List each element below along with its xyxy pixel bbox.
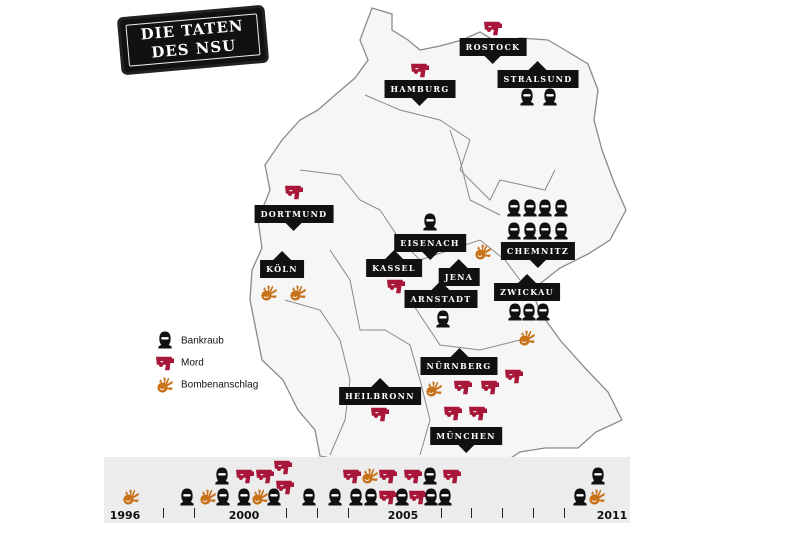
city-label-arnstadt: ARNSTADT	[404, 281, 478, 308]
city-label-chemnitz: CHEMNITZ	[500, 242, 576, 268]
city-label-eisenach: EISENACH	[394, 234, 466, 260]
gun-icon	[379, 468, 397, 485]
bomb-icon	[122, 489, 140, 506]
bomb-icon	[260, 285, 278, 302]
year-2005: 2005	[387, 509, 419, 522]
mask-icon	[552, 223, 570, 240]
city-label-zwickau: ZWICKAU	[494, 274, 560, 301]
gun-icon	[404, 468, 422, 485]
year-tick	[502, 508, 503, 518]
gun-icon	[276, 479, 294, 496]
bomb-icon	[156, 377, 174, 394]
timeline	[104, 457, 630, 523]
gun-icon	[444, 405, 462, 422]
mask-icon	[534, 304, 552, 321]
city-label-kassel: KASSEL	[366, 250, 422, 277]
gun-icon	[387, 278, 405, 295]
gun-icon	[256, 468, 274, 485]
mask-icon	[156, 332, 174, 349]
year-tick	[317, 508, 318, 518]
year-tick	[471, 508, 472, 518]
bomb-icon	[588, 489, 606, 506]
year-2000: 2000	[228, 509, 260, 522]
city-label-heilbronn: HEILBRONN	[339, 378, 421, 405]
bomb-icon	[361, 468, 379, 485]
gun-icon	[236, 468, 254, 485]
gun-icon	[411, 62, 429, 79]
mask-icon	[213, 468, 231, 485]
gun-icon	[371, 406, 389, 423]
gun-icon	[285, 184, 303, 201]
bomb-icon	[474, 244, 492, 261]
mask-icon	[326, 489, 344, 506]
year-2011: 2011	[596, 509, 628, 522]
city-label-stralsund: STRALSUND	[497, 61, 579, 88]
year-tick	[348, 508, 349, 518]
mask-icon	[571, 489, 589, 506]
gun-icon	[481, 379, 499, 396]
mask-icon	[552, 200, 570, 217]
gun-icon	[469, 405, 487, 422]
mask-icon	[436, 489, 454, 506]
mask-icon	[421, 214, 439, 231]
mask-icon	[434, 311, 452, 328]
gun-icon	[343, 468, 361, 485]
gun-icon	[484, 20, 502, 37]
year-tick	[286, 508, 287, 518]
city-label-koeln: KÖLN	[260, 251, 304, 278]
bomb-icon	[425, 381, 443, 398]
legend-mord: Mord	[181, 357, 204, 369]
bomb-icon	[518, 330, 536, 347]
year-1996: 1996	[109, 509, 141, 522]
year-tick	[441, 508, 442, 518]
legend-bankraub: Bankraub	[181, 335, 224, 347]
mask-icon	[178, 489, 196, 506]
mask-icon	[541, 89, 559, 106]
gun-icon	[274, 459, 292, 476]
gun-icon	[505, 368, 523, 385]
year-tick	[533, 508, 534, 518]
legend-bombenanschlag: Bombenanschlag	[181, 379, 259, 391]
year-tick	[194, 508, 195, 518]
mask-icon	[589, 468, 607, 485]
city-label-hamburg: HAMBURG	[384, 80, 456, 106]
city-label-muenchen: MÜNCHEN	[430, 427, 502, 453]
gun-icon	[156, 355, 174, 372]
bomb-icon	[289, 285, 307, 302]
gun-icon	[443, 468, 461, 485]
year-tick	[163, 508, 164, 518]
mask-icon	[362, 489, 380, 506]
mask-icon	[300, 489, 318, 506]
city-label-rostock: ROSTOCK	[459, 38, 527, 64]
mask-icon	[421, 468, 439, 485]
mask-icon	[214, 489, 232, 506]
gun-icon	[454, 379, 472, 396]
year-tick	[564, 508, 565, 518]
city-label-dortmund: DORTMUND	[254, 205, 334, 231]
mask-icon	[518, 89, 536, 106]
city-label-nuernberg: NÜRNBERG	[420, 348, 498, 375]
